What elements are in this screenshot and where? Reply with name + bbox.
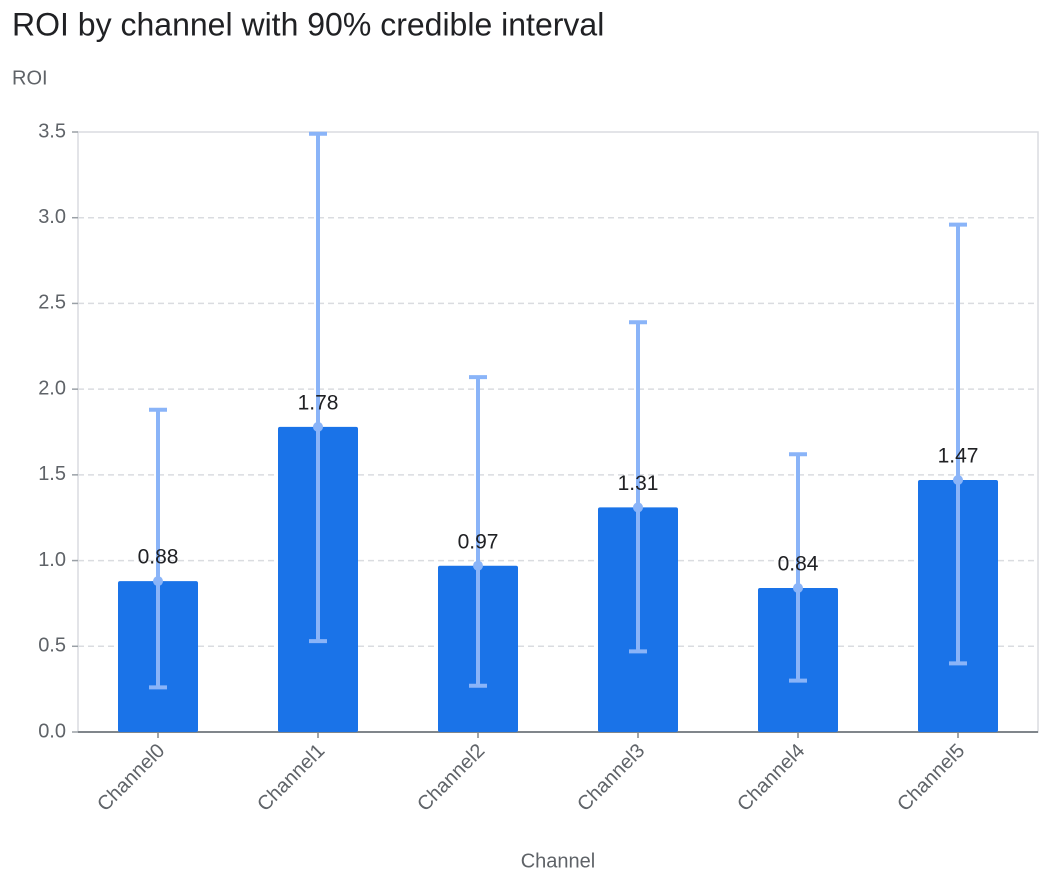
y-tick-label: 1.0 [38,549,66,571]
value-label: 0.84 [778,553,819,576]
x-axis-label: Channel [521,850,596,872]
value-dot [633,502,643,513]
y-tick-label: 1.5 [38,463,66,485]
value-label: 1.31 [618,472,659,495]
x-tick-label: Channel4 [733,740,809,816]
value-dot [953,475,963,485]
value-label: 0.97 [458,530,499,553]
value-dot [153,576,163,587]
chart-title: ROI by channel with 90% credible interva… [12,6,604,42]
x-tick-label: Channel3 [573,740,649,816]
value-label: 1.78 [298,391,339,414]
value-label: 0.88 [138,546,179,569]
y-tick-label: 0.5 [38,635,66,657]
x-tick-label: Channel1 [253,740,329,816]
value-dot [793,583,803,593]
x-tick-label: Channel0 [93,740,169,816]
y-tick-label: 2.5 [38,292,66,314]
value-dot [313,421,323,432]
x-tick-label: Channel5 [893,740,969,816]
x-tick-label: Channel2 [413,740,489,816]
y-tick-label: 0.0 [38,720,66,742]
y-tick-label: 3.5 [38,120,66,142]
y-tick-label: 3.0 [38,206,66,228]
value-label: 1.47 [938,445,979,468]
value-dot [473,560,483,571]
y-tick-label: 2.0 [38,377,66,399]
plot-frame [77,131,1039,733]
y-axis-label: ROI [12,67,48,89]
